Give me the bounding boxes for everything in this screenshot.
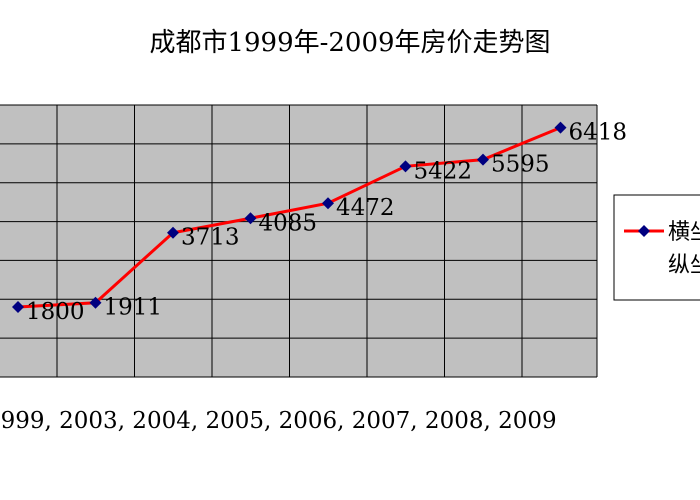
- data-point: [477, 153, 489, 166]
- plot-background: [0, 105, 597, 377]
- data-label: 4085: [259, 210, 318, 236]
- legend-entry-label: 横坐标: [668, 220, 700, 245]
- chart-title: 成都市1999年-2009年房价走势图: [149, 28, 551, 58]
- data-point: [322, 197, 334, 210]
- data-point: [244, 212, 257, 225]
- data-label: 1911: [104, 295, 163, 321]
- data-label: 5422: [414, 158, 473, 184]
- data-label: 3713: [181, 225, 240, 251]
- data-label: 6418: [569, 120, 628, 146]
- legend: 横坐标纵坐标: [613, 194, 700, 301]
- x-axis-tick-labels: 1999, 2003, 2004, 2005, 2006, 2007, 2008…: [0, 408, 557, 434]
- legend-marker-swatch: [638, 225, 650, 237]
- legend-box: [613, 194, 700, 301]
- data-label: 1800: [26, 299, 85, 325]
- data-point: [12, 301, 24, 314]
- data-point: [399, 160, 412, 173]
- series-line: [17, 126, 562, 309]
- data-label: 5595: [491, 152, 550, 178]
- data-point: [167, 226, 179, 239]
- data-point: [554, 121, 567, 134]
- data-point: [89, 296, 102, 309]
- plot-area: 1800 1911 3713 4085 4472 5422 5595 6418: [0, 104, 628, 378]
- data-label: 4472: [336, 195, 395, 221]
- legend-entry-label: 纵坐标: [668, 253, 700, 278]
